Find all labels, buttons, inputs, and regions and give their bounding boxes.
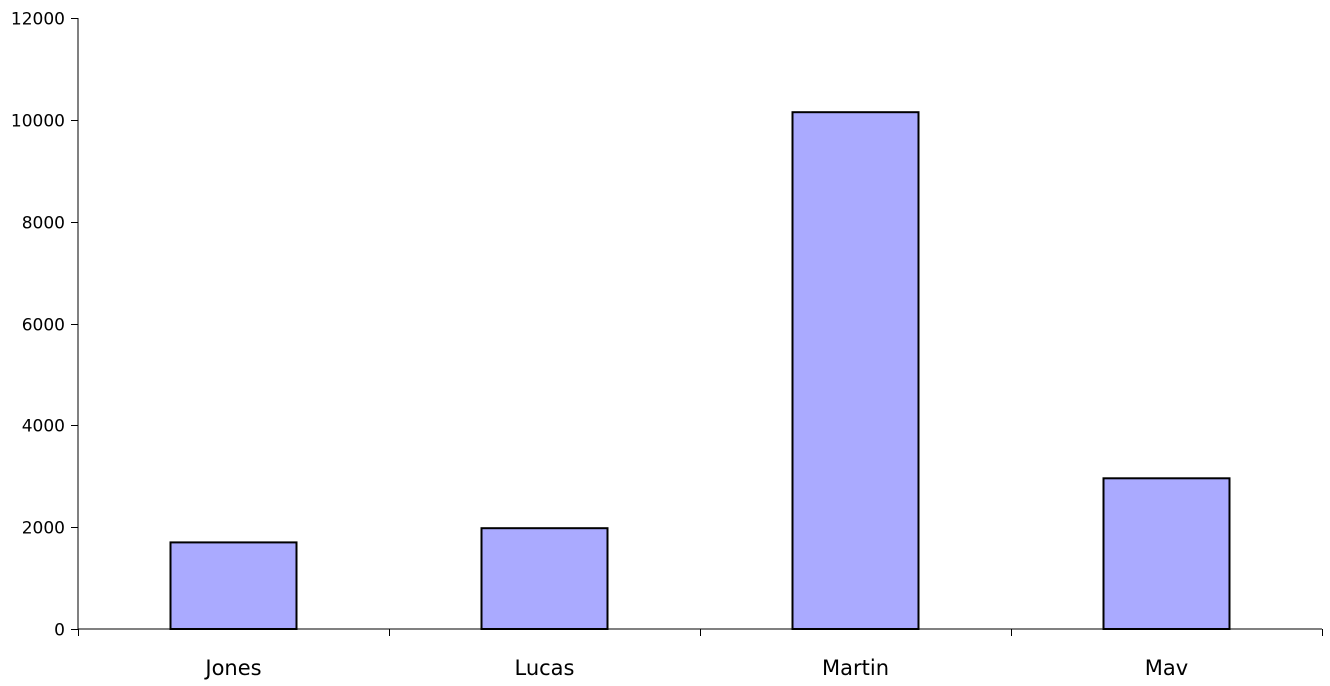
bars [169, 111, 1231, 631]
x-tick-label: Lucas [515, 656, 575, 680]
bar-lucas [480, 527, 609, 631]
y-tick-label: 12000 [11, 10, 65, 30]
y-tick-label: 4000 [22, 417, 65, 437]
bar-jones [169, 541, 298, 631]
y-tick-label: 8000 [22, 214, 65, 234]
x-tick-label: Martin [822, 656, 889, 680]
y-tick-label: 10000 [11, 112, 65, 132]
y-tick-label: 0 [54, 621, 65, 641]
x-tick-label: Jones [203, 656, 261, 680]
y-axis: 0 2000 4000 6000 8000 10000 12000 [11, 10, 79, 641]
y-tick-label: 2000 [22, 519, 65, 539]
y-tick-label: 6000 [22, 316, 65, 336]
x-axis: Jones Lucas Martin Mav [78, 628, 1323, 680]
bar-martin [791, 111, 920, 630]
bar-mav [1102, 477, 1231, 630]
x-tick-label: Mav [1145, 656, 1188, 680]
